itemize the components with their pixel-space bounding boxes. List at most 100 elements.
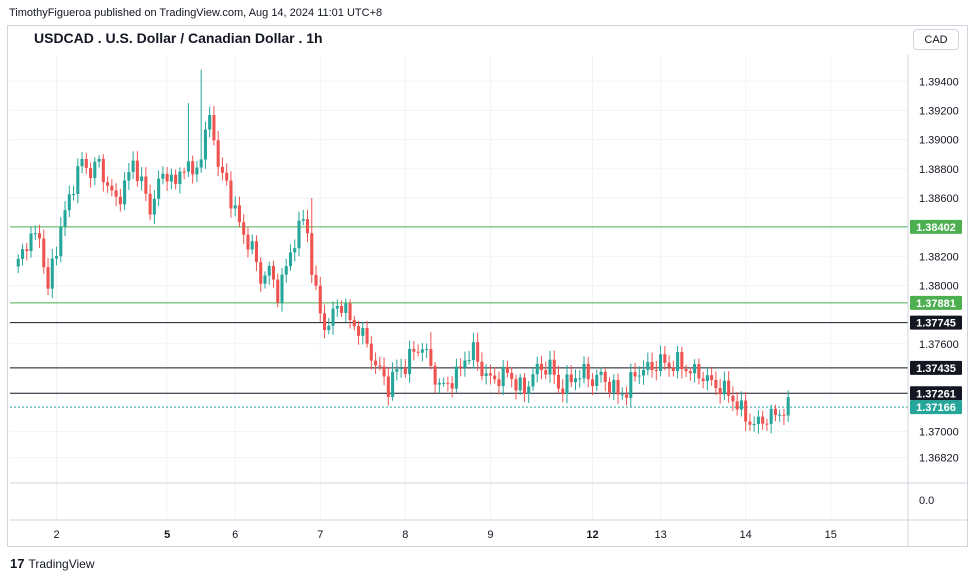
candle-body xyxy=(676,352,680,371)
candle-body xyxy=(131,160,135,172)
candle-body xyxy=(586,363,590,380)
level-price-label: 1.37881 xyxy=(916,298,956,310)
candle-body xyxy=(293,248,297,253)
candle-body xyxy=(165,173,169,182)
candle-body xyxy=(539,363,544,371)
candle-body xyxy=(327,325,331,331)
candle-body xyxy=(318,285,322,314)
candle-body xyxy=(578,378,582,380)
candle-body xyxy=(284,266,288,275)
candle-body xyxy=(773,408,777,416)
chart-frame xyxy=(7,25,968,547)
candle-body xyxy=(693,364,697,374)
candle-body xyxy=(786,397,790,416)
candle-body xyxy=(701,378,705,382)
y-tick-label: 1.38000 xyxy=(919,280,959,292)
candle-body xyxy=(208,115,212,130)
currency-button[interactable]: CAD xyxy=(913,29,959,50)
candle-body xyxy=(297,220,301,249)
candle-body xyxy=(80,158,84,167)
candle-body xyxy=(756,416,760,424)
candle-body xyxy=(140,176,144,182)
candle-body xyxy=(450,383,454,389)
tradingview-logo[interactable]: 17 TradingView xyxy=(10,556,95,571)
candle-body xyxy=(135,160,139,182)
candle-body xyxy=(552,359,556,375)
candle-body xyxy=(50,258,54,289)
candle-body xyxy=(63,210,67,227)
candle-body xyxy=(169,174,173,182)
candle-body xyxy=(382,366,386,377)
candle-body xyxy=(33,233,37,235)
candle-body xyxy=(123,180,127,205)
candle-body xyxy=(505,366,509,373)
candle-body xyxy=(42,238,46,268)
candle-body xyxy=(310,233,314,275)
candle-body xyxy=(37,233,42,239)
candle-body xyxy=(229,180,233,209)
y-tick-label: 1.37600 xyxy=(919,339,959,351)
candle-body xyxy=(752,423,756,425)
candle-body xyxy=(93,161,97,179)
x-tick-label: 15 xyxy=(825,529,837,541)
candle-body xyxy=(612,379,616,393)
candle-body xyxy=(680,352,684,370)
candle-body xyxy=(412,348,416,352)
candle-body xyxy=(225,172,229,181)
candle-body xyxy=(531,374,535,387)
candle-body xyxy=(369,343,373,361)
y-tick-label: 1.39000 xyxy=(919,135,959,147)
candle-body xyxy=(663,354,667,363)
candle-body xyxy=(344,303,348,313)
candle-body xyxy=(459,366,463,368)
candle-body xyxy=(250,241,254,250)
candle-body xyxy=(667,362,671,368)
candle-body xyxy=(590,379,595,386)
x-tick-label: 8 xyxy=(402,529,408,541)
candle-body xyxy=(114,190,118,197)
candle-body xyxy=(101,158,105,183)
candle-body xyxy=(518,377,522,391)
candle-body xyxy=(688,371,692,374)
candle-body xyxy=(254,241,258,263)
candle-body xyxy=(629,372,633,398)
candle-body xyxy=(152,198,156,215)
candle-body xyxy=(778,414,782,416)
candle-body xyxy=(186,161,190,172)
candle-body xyxy=(731,395,735,402)
candle-body xyxy=(425,349,429,351)
candle-body xyxy=(352,320,356,327)
candle-body xyxy=(595,374,599,386)
x-tick-label: 2 xyxy=(53,529,59,541)
candle-body xyxy=(408,348,412,375)
candle-body xyxy=(476,342,480,362)
candle-body xyxy=(544,370,548,375)
candle-body xyxy=(157,178,161,199)
candle-body xyxy=(556,374,561,389)
candle-body xyxy=(446,382,450,384)
y-tick-label: 1.38800 xyxy=(919,164,959,176)
candle-body xyxy=(203,129,207,160)
candle-body xyxy=(20,249,25,259)
candle-body xyxy=(420,349,424,353)
candle-body xyxy=(620,394,624,396)
candle-body xyxy=(271,265,276,280)
candle-body xyxy=(246,234,250,250)
candle-body xyxy=(127,171,131,181)
x-tick-label: 9 xyxy=(487,529,493,541)
level-price-label: 1.37166 xyxy=(916,402,956,414)
lower-pane-tick-label: 0.0 xyxy=(919,495,934,507)
candle-body xyxy=(335,306,339,309)
candle-body xyxy=(433,365,437,385)
candle-body xyxy=(331,308,335,326)
candle-body xyxy=(633,372,637,377)
candle-body xyxy=(527,386,531,394)
candle-body xyxy=(608,381,612,393)
candle-body xyxy=(55,256,59,259)
candle-body xyxy=(72,193,76,195)
candle-body xyxy=(216,140,220,167)
candle-body xyxy=(212,115,216,141)
candle-body xyxy=(429,349,433,366)
candle-body xyxy=(510,372,514,380)
